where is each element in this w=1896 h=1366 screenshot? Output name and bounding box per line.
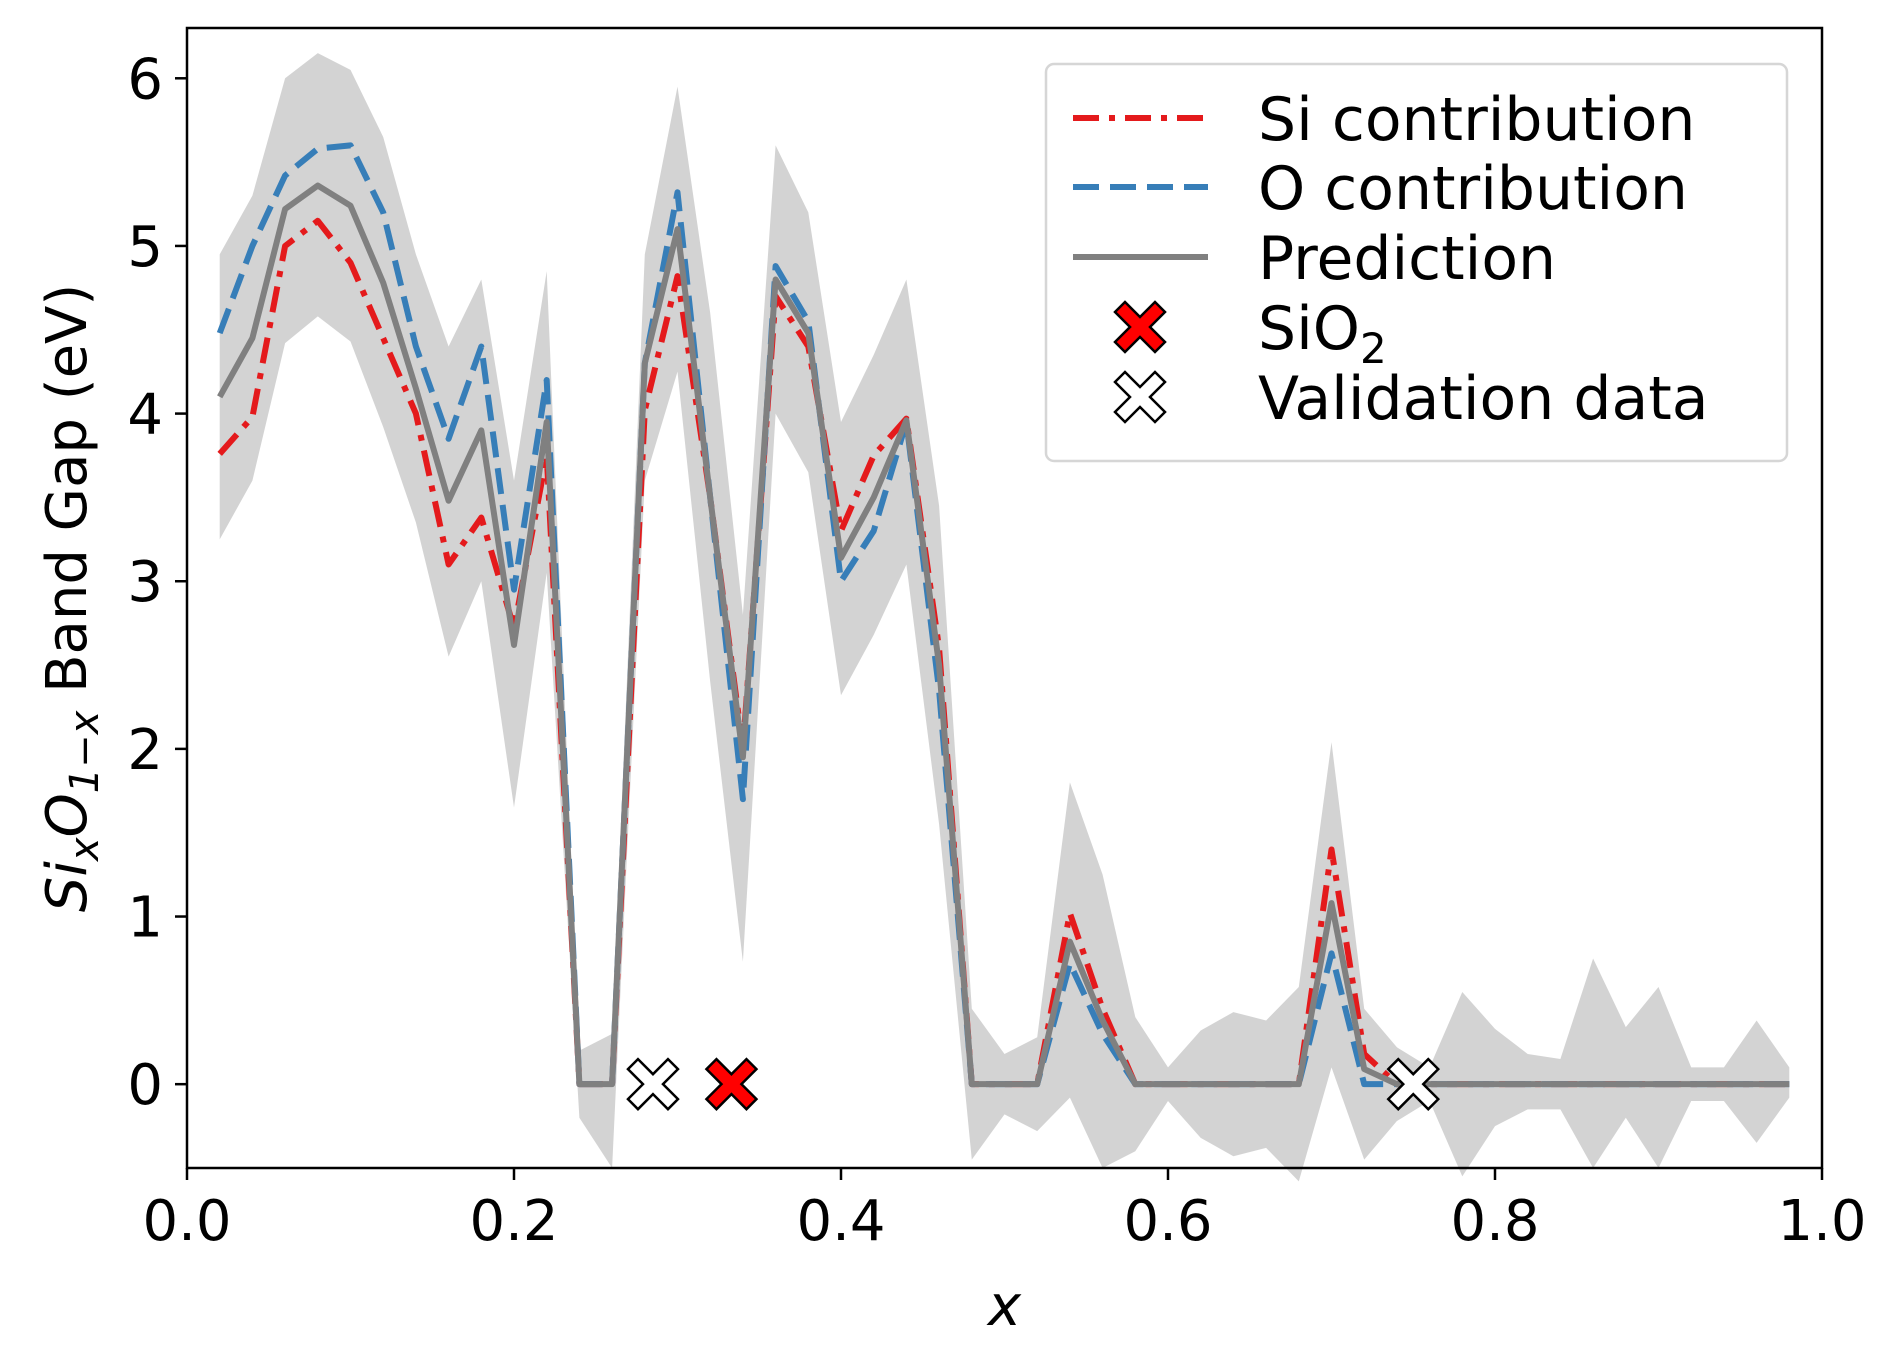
plot-frame [185, 26, 1824, 1170]
legend-swatch-validation-data [1113, 370, 1167, 424]
y-tick-label: 1 [127, 886, 163, 951]
x-tick-label: 0.8 [1450, 1189, 1539, 1254]
validation-marker-2 [1386, 1057, 1441, 1111]
y-tick-label: 4 [127, 383, 163, 448]
uncertainty-band [219, 53, 1790, 1182]
legend-label-prediction: Prediction [1258, 224, 1556, 294]
legend-swatch-sio [1113, 300, 1167, 354]
x-axis-ticks: 0.0 0.2 0.4 0.6 0.8 1.0 [142, 1168, 1867, 1254]
y-axis-label-o-sub: 1−x [62, 710, 108, 793]
legend-label-subscript: 2 [1360, 324, 1387, 373]
x-tick-label: 0.0 [142, 1189, 231, 1254]
y-axis-label-si: Si [35, 861, 100, 913]
y-axis-ticks: 0 1 2 3 4 5 6 [127, 47, 187, 1118]
x-tick-label: 1.0 [1777, 1189, 1866, 1254]
y-axis-label-si-sub: x [62, 837, 108, 863]
legend-label-o-contribution: O contribution [1258, 154, 1688, 224]
x-axis-label: x [986, 1274, 1022, 1339]
marker-layer [626, 1057, 1441, 1111]
y-tick-label: 3 [127, 550, 163, 615]
x-tick-label: 0.4 [796, 1189, 885, 1254]
y-axis-label-o: O [35, 793, 100, 837]
series-layer [216, 142, 1790, 1088]
y-axis-label-rest: Band Gap (eV) [35, 284, 100, 711]
y-tick-label: 0 [127, 1053, 163, 1118]
uncertainty-band-layer [219, 53, 1790, 1182]
x-tick-label: 0.6 [1123, 1189, 1212, 1254]
y-tick-label: 6 [127, 47, 163, 112]
legend-label-validation-data: Validation data [1258, 364, 1709, 434]
series-line-si-contribution [217, 217, 1790, 1088]
x-tick-label: 0.2 [469, 1189, 558, 1254]
validation-marker-1 [626, 1057, 680, 1111]
legend-box [1044, 62, 1789, 463]
series-line-prediction [217, 182, 1790, 1088]
legend-label-si-contribution: Si contribution [1258, 85, 1695, 155]
y-axis-label: SixO1−x Band Gap (eV) [35, 284, 108, 912]
y-tick-label: 5 [127, 215, 163, 280]
y-tick-label: 2 [127, 718, 163, 783]
sio2-marker [704, 1057, 759, 1111]
